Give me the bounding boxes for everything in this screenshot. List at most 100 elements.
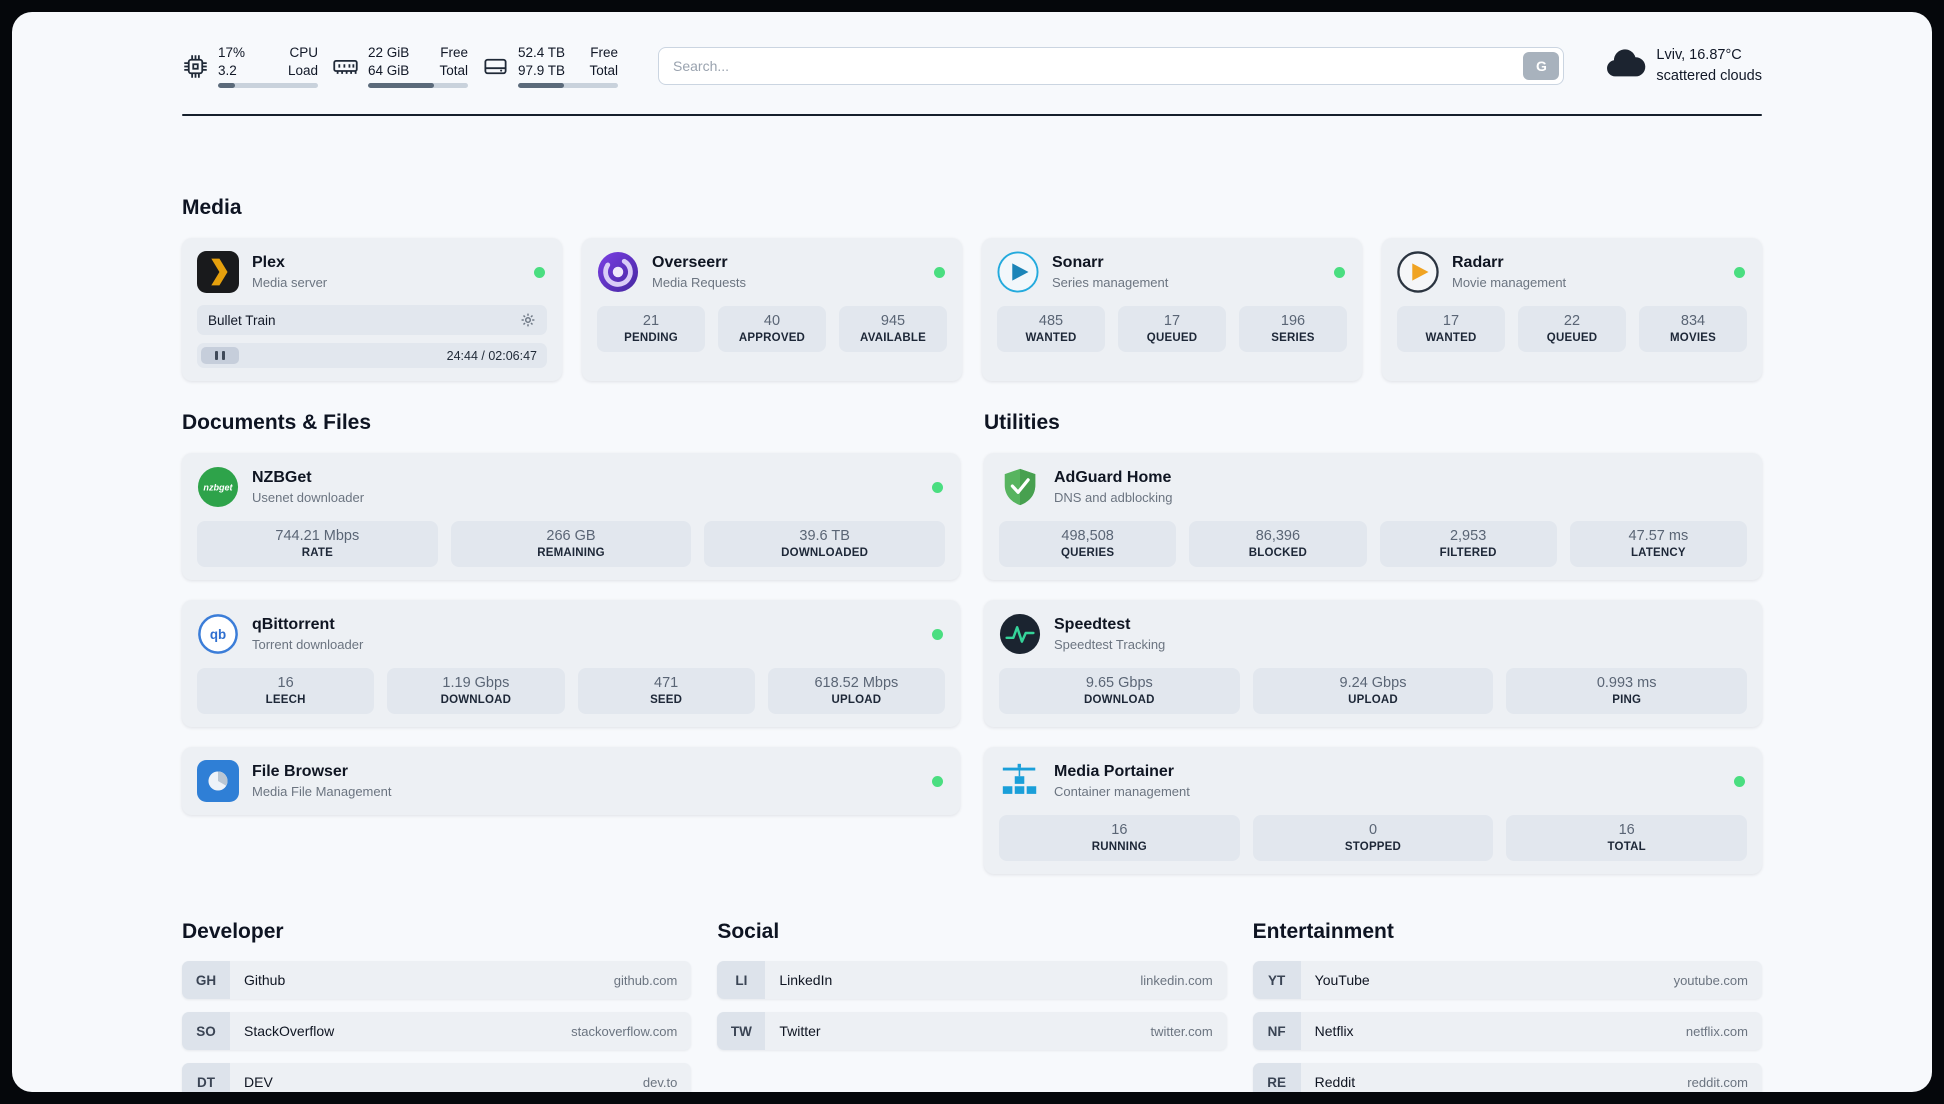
stat-label: LATENCY [1630, 547, 1686, 560]
stat-value: 17 [1163, 313, 1181, 330]
bookmark-abbr: TW [717, 1012, 766, 1051]
service-card-overseerr[interactable]: Overseerr Media Requests 21 PENDING 40 A… [582, 238, 962, 382]
bookmark-url: netflix.com [1685, 1023, 1748, 1039]
disk-progress-track [518, 83, 618, 89]
stat: 2,953 FILTERED [1379, 521, 1557, 568]
section-title-social: Social [717, 920, 780, 944]
plex-icon [197, 251, 239, 294]
stat-value: 2,953 [1449, 528, 1487, 545]
weather-location: Lviv, 16.87°C [1656, 47, 1742, 64]
service-desc: Movie management [1452, 275, 1567, 291]
svg-text:qb: qb [210, 627, 226, 642]
service-card-qbittorrent[interactable]: qb qBittorrent Torrent downloader 16 [182, 600, 960, 728]
documents-column: Documents & Files nzbget NZBGet Usenet d… [182, 411, 960, 816]
service-card-sonarr[interactable]: Sonarr Series management 485 WANTED 17 Q… [982, 238, 1362, 382]
stat-label: RUNNING [1091, 841, 1147, 854]
stat-value: 618.52 Mbps [814, 675, 899, 692]
pause-icon[interactable] [201, 347, 239, 365]
memory-progress-fill [368, 83, 434, 89]
bookmark-name: StackOverflow [244, 1023, 335, 1040]
stat: 196 SERIES [1239, 306, 1347, 353]
disk-value-1: 52.4 TB [518, 45, 566, 60]
service-desc: DNS and adblocking [1054, 490, 1173, 506]
plex-progress-bar[interactable]: 24:44 / 02:06:47 [197, 343, 547, 369]
disk-icon [482, 53, 509, 80]
bookmark-dev[interactable]: DT DEV dev.to [182, 1063, 692, 1092]
stat: 39.6 TB DOWNLOADED [704, 521, 945, 568]
bookmark-stackoverflow[interactable]: SO StackOverflow stackoverflow.com [182, 1012, 692, 1051]
weather-condition: scattered clouds [1656, 68, 1762, 85]
stat-value: 16 [1618, 822, 1635, 839]
service-card-radarr[interactable]: Radarr Movie management 17 WANTED 22 QUE… [1382, 238, 1762, 382]
gear-icon[interactable] [520, 312, 536, 328]
bookmark-url: reddit.com [1687, 1074, 1748, 1090]
bookmark-youtube[interactable]: YT YouTube youtube.com [1252, 961, 1762, 1000]
sonarr-icon [997, 251, 1039, 293]
stat-label: QUEUED [1546, 332, 1598, 345]
cpu-progress-fill [218, 83, 235, 89]
stat: 16 LEECH [197, 668, 375, 715]
cpu-widget: 17% CPU 3.2 Load [182, 44, 318, 89]
bookmark-github[interactable]: GH Github github.com [182, 961, 692, 1000]
service-card-speedtest[interactable]: Speedtest Speedtest Tracking 9.65 Gbps D… [984, 600, 1762, 728]
service-desc: Usenet downloader [252, 490, 365, 506]
bookmark-name: DEV [244, 1074, 273, 1091]
cpu-value-1: 17% [218, 45, 246, 60]
service-card-filebrowser[interactable]: File Browser Media File Management [182, 747, 960, 816]
memory-icon [332, 53, 359, 80]
qbittorrent-icon: qb [197, 613, 239, 655]
search-provider-button[interactable]: G [1523, 52, 1560, 81]
memory-value-1: 22 GiB [368, 45, 410, 60]
stat: 1.19 Gbps DOWNLOAD [387, 668, 565, 715]
stat-label: DOWNLOAD [440, 694, 512, 707]
stat: 744.21 Mbps RATE [197, 521, 438, 568]
stat-value: 471 [654, 675, 679, 692]
stat: 266 GB REMAINING [450, 521, 692, 568]
stat-value: 17 [1442, 313, 1460, 330]
search-input[interactable] [658, 47, 1565, 86]
stat-label: PING [1612, 694, 1642, 707]
service-name: Radarr [1452, 254, 1504, 272]
section-title-entertainment: Entertainment [1252, 920, 1394, 944]
service-desc: Torrent downloader [252, 637, 364, 653]
stat-label: REMAINING [537, 547, 605, 560]
service-desc: Series management [1052, 275, 1169, 291]
service-name: File Browser [252, 763, 349, 781]
section-title-media: Media [182, 196, 242, 220]
service-name: Overseerr [652, 254, 728, 272]
bookmark-abbr: NF [1252, 1012, 1301, 1051]
service-card-portainer[interactable]: Media Portainer Container management 16 … [984, 747, 1762, 875]
cpu-label-1: CPU [289, 45, 318, 60]
stat-value: 1.19 Gbps [442, 675, 510, 692]
bookmark-linkedin[interactable]: LI LinkedIn linkedin.com [717, 961, 1227, 1000]
stat: 945 AVAILABLE [839, 306, 947, 353]
bookmark-name: Github [244, 972, 286, 989]
stat: 498,508 QUERIES [999, 521, 1177, 568]
stat: 834 MOVIES [1639, 306, 1747, 353]
stat-value: 485 [1038, 313, 1064, 330]
cpu-label-2: Load [287, 62, 318, 78]
service-card-plex[interactable]: Plex Media server Bullet Train [182, 238, 562, 382]
disk-widget: 52.4 TB Free 97.9 TB Total [482, 44, 618, 89]
memory-value-2: 64 GiB [368, 62, 410, 78]
stat: 16 TOTAL [1506, 815, 1747, 862]
header-divider [182, 114, 1762, 117]
stat: 16 RUNNING [999, 815, 1240, 862]
status-dot-online [534, 266, 545, 278]
speedtest-icon [999, 613, 1041, 655]
bookmark-twitter[interactable]: TW Twitter twitter.com [717, 1012, 1227, 1051]
stat-label: WANTED [1425, 332, 1477, 345]
svg-text:nzbget: nzbget [203, 482, 233, 492]
stat-label: PENDING [624, 332, 678, 345]
dashboard-page: 17% CPU 3.2 Load [12, 12, 1932, 1092]
stat: 21 PENDING [597, 306, 705, 353]
disk-value-2: 97.9 TB [518, 62, 566, 78]
service-card-adguard[interactable]: AdGuard Home DNS and adblocking 498,508 … [984, 453, 1762, 581]
bookmark-abbr: RE [1252, 1063, 1301, 1092]
bookmark-reddit[interactable]: RE Reddit reddit.com [1252, 1063, 1762, 1092]
plex-playback-time: 24:44 / 02:06:47 [446, 348, 537, 363]
stat-label: UPLOAD [831, 694, 882, 707]
bookmark-abbr: YT [1252, 961, 1301, 1000]
service-card-nzbget[interactable]: nzbget NZBGet Usenet downloader 744.21 M… [182, 453, 960, 581]
bookmark-netflix[interactable]: NF Netflix netflix.com [1252, 1012, 1762, 1051]
